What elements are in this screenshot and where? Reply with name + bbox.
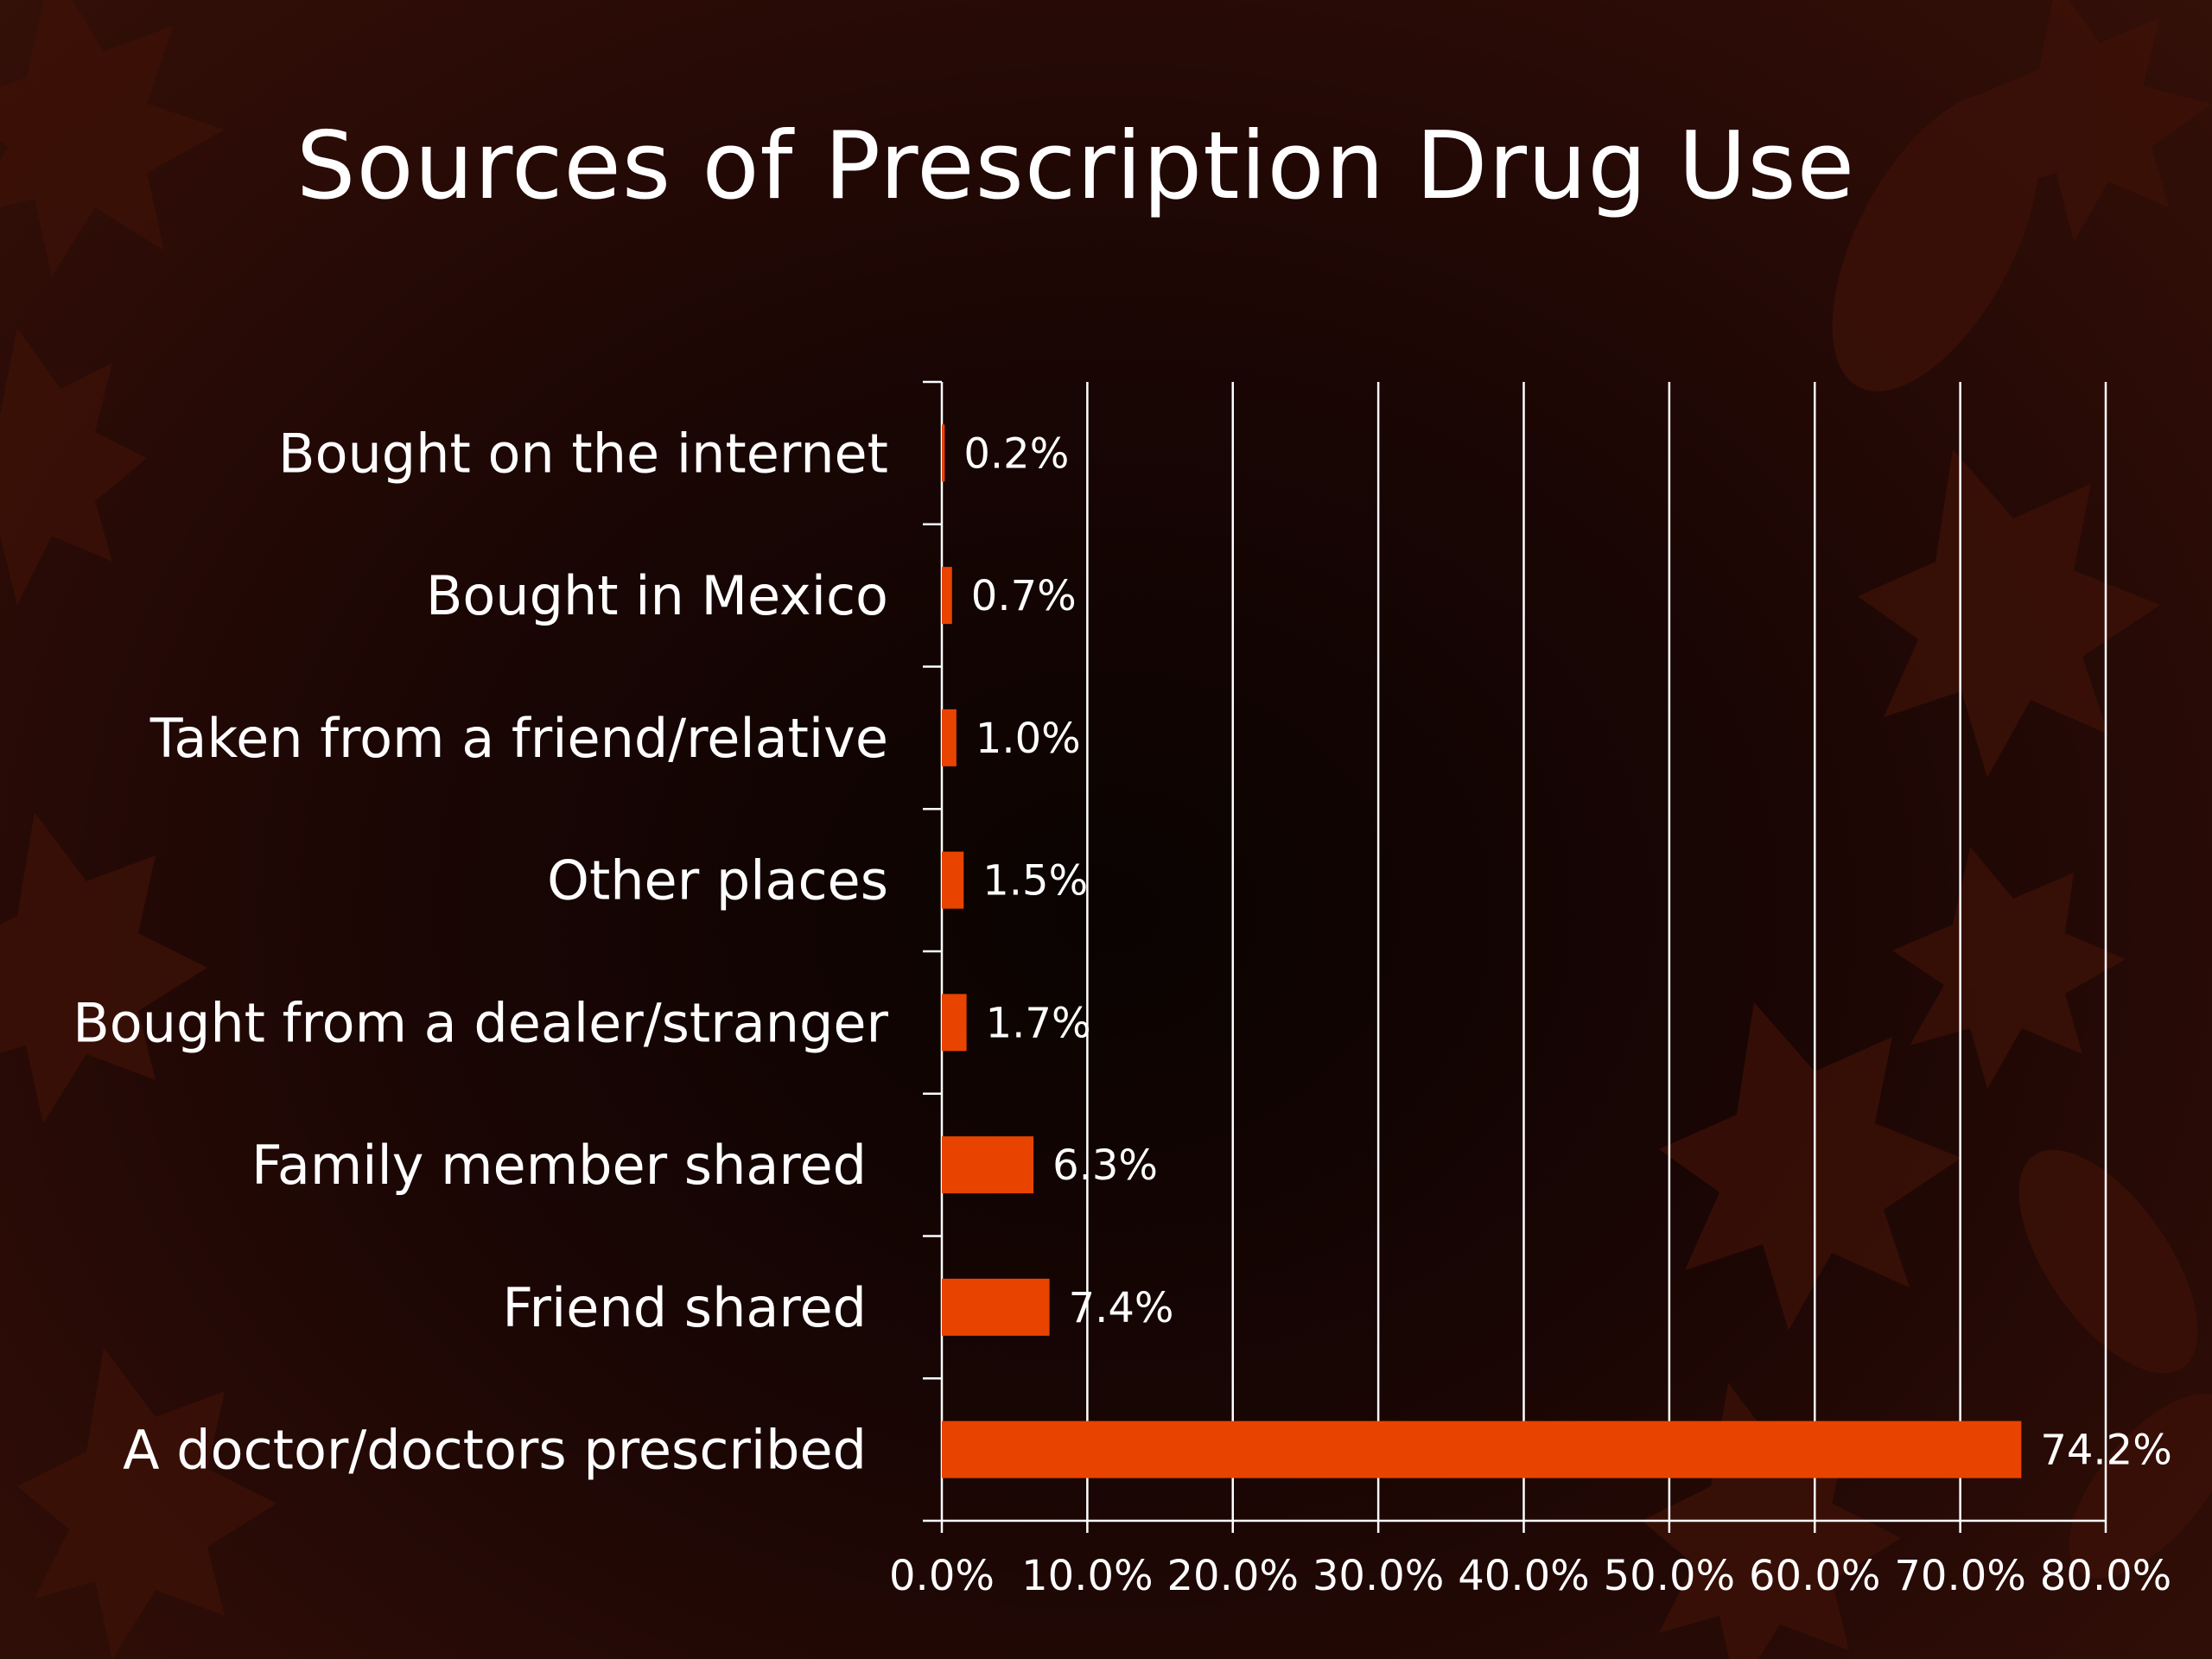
category-label: Bought from a dealer/stranger xyxy=(73,991,888,1054)
x-tick-label: 60.0% xyxy=(1749,1552,1880,1600)
bar xyxy=(942,1278,1050,1336)
category-label: Bought in Mexico xyxy=(426,564,888,627)
category-label: Bought on the internet xyxy=(278,422,888,485)
x-tick-label: 40.0% xyxy=(1458,1552,1589,1600)
bar xyxy=(942,424,945,482)
x-tick-label: 10.0% xyxy=(1021,1552,1153,1600)
bar xyxy=(942,709,957,766)
x-tick-label: 0.0% xyxy=(889,1552,995,1600)
value-label: 7.4% xyxy=(1069,1284,1174,1332)
slide-title: Sources of Prescription Drug Use xyxy=(296,112,1856,220)
value-label: 1.0% xyxy=(976,715,1081,763)
category-label: A doctor/doctors prescribed xyxy=(123,1419,867,1482)
value-label: 74.2% xyxy=(2040,1427,2171,1475)
bar xyxy=(942,994,967,1052)
x-tick-label: 30.0% xyxy=(1313,1552,1444,1600)
x-tick-label: 80.0% xyxy=(2040,1552,2171,1600)
bar xyxy=(942,851,964,909)
axes xyxy=(923,380,2107,1533)
labels: 0.0% 10.0% 20.0% 30.0% 40.0% 50.0% 60.0% 70.0% 8… xyxy=(73,422,2172,1600)
value-label: 1.5% xyxy=(982,857,1088,906)
grid-lines xyxy=(1086,382,2107,1521)
bars xyxy=(942,424,2022,1478)
value-label: 0.7% xyxy=(971,572,1077,620)
category-label: Family member shared xyxy=(251,1134,867,1197)
category-label: Other places xyxy=(547,849,888,912)
value-label: 0.2% xyxy=(963,429,1069,478)
bar xyxy=(942,1421,2022,1478)
category-label: Friend shared xyxy=(502,1276,867,1339)
bar xyxy=(942,567,952,625)
bar xyxy=(942,1136,1034,1194)
category-label: Taken from a friend/relative xyxy=(149,707,888,770)
value-label: 6.3% xyxy=(1052,1141,1158,1190)
x-tick-label: 20.0% xyxy=(1167,1552,1299,1600)
x-tick-label: 50.0% xyxy=(1604,1552,1735,1600)
x-tick-label: 70.0% xyxy=(1894,1552,2025,1600)
value-label: 1.7% xyxy=(986,999,1091,1047)
